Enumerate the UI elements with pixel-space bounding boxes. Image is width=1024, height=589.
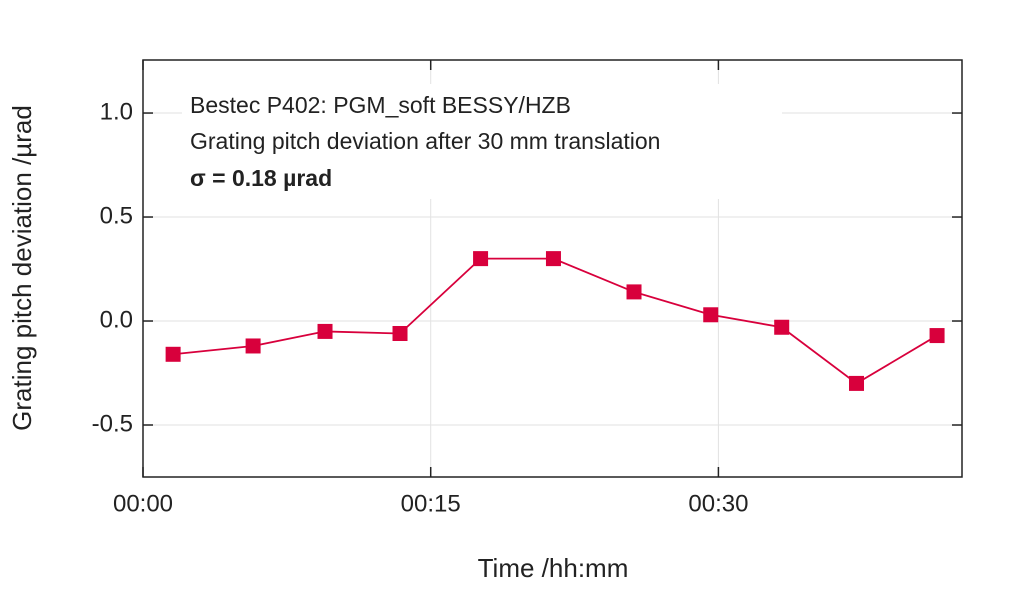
data-point [165, 346, 181, 362]
data-point [626, 284, 642, 300]
data-point [473, 251, 489, 267]
annotation: σ = 0.18 µrad [190, 165, 332, 191]
data-point [545, 251, 561, 267]
data-point [317, 323, 333, 339]
annotation: Bestec P402: PGM_soft BESSY/HZB [190, 92, 571, 118]
x-tick-label: 00:15 [401, 490, 461, 517]
data-point [774, 319, 790, 335]
data-point [245, 338, 261, 354]
data-point [703, 307, 719, 323]
data-point [929, 328, 945, 344]
plot-frame [142, 59, 963, 478]
y-tick-label: -0.5 [92, 410, 133, 437]
data-point [392, 325, 408, 341]
x-tick-label: 00:30 [688, 490, 748, 517]
data-point [849, 375, 865, 391]
y-tick-label: 0.0 [100, 306, 133, 333]
y-tick-label: 1.0 [100, 98, 133, 125]
annotation-box [182, 84, 782, 199]
y-axis-label: Grating pitch deviation /µrad [7, 105, 37, 431]
annotation: Grating pitch deviation after 30 mm tran… [190, 128, 660, 154]
x-axis-label: Time /hh:mm [478, 553, 629, 583]
y-tick-label: 0.5 [100, 202, 133, 229]
x-tick-label: 00:00 [113, 490, 173, 517]
